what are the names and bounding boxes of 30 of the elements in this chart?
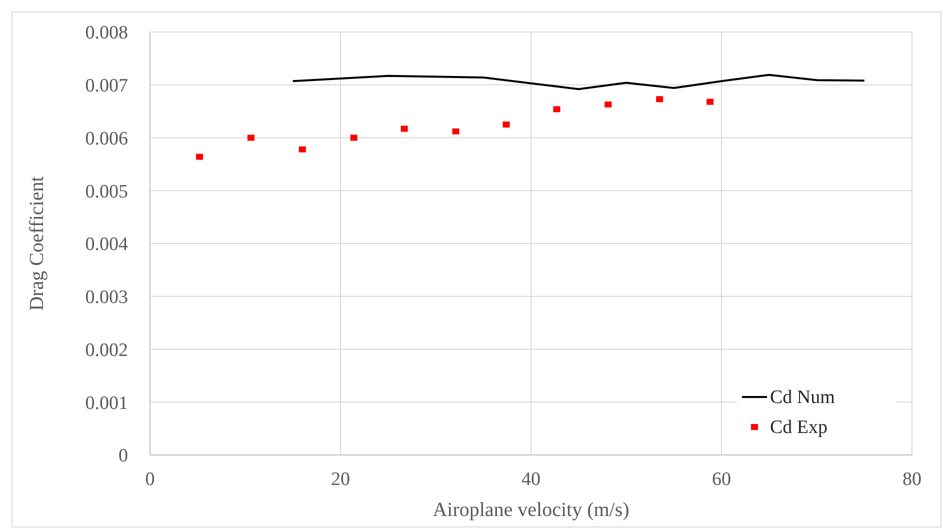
y-tick-label: 0.006 (85, 128, 128, 150)
point (400, 126, 408, 132)
y-axis-title: Drag Coefficient (26, 176, 48, 311)
y-tick-label: 0.004 (85, 234, 128, 256)
x-tick-label: 40 (522, 469, 540, 490)
x-tick-label: 80 (902, 469, 922, 490)
point (502, 122, 510, 128)
point (452, 128, 460, 134)
x-tick-label: 0 (145, 469, 155, 490)
y-tick-label: 0.007 (85, 76, 128, 97)
y-tick-label: 0.008 (85, 22, 128, 44)
y-tick-label: 0.003 (85, 287, 128, 308)
legend-label: Cd Exp (770, 417, 828, 438)
x-tick-label: 20 (331, 469, 350, 490)
point (706, 98, 714, 105)
x-tick-label: 60 (712, 469, 731, 490)
y-tick-label: 0.005 (85, 181, 128, 202)
legend-label: Cd Num (770, 387, 836, 408)
point (196, 154, 204, 160)
x-axis-title: Airoplane velocity (m/s) (432, 499, 630, 521)
point (350, 134, 358, 141)
y-tick-label: 0 (118, 446, 128, 467)
y-tick-label: 0.002 (85, 340, 128, 361)
line-series (292, 74, 866, 90)
point (604, 101, 612, 108)
point (656, 96, 664, 102)
point (553, 106, 560, 112)
point (298, 146, 306, 152)
y-tick-label: 0.001 (85, 392, 128, 414)
point (247, 134, 254, 141)
